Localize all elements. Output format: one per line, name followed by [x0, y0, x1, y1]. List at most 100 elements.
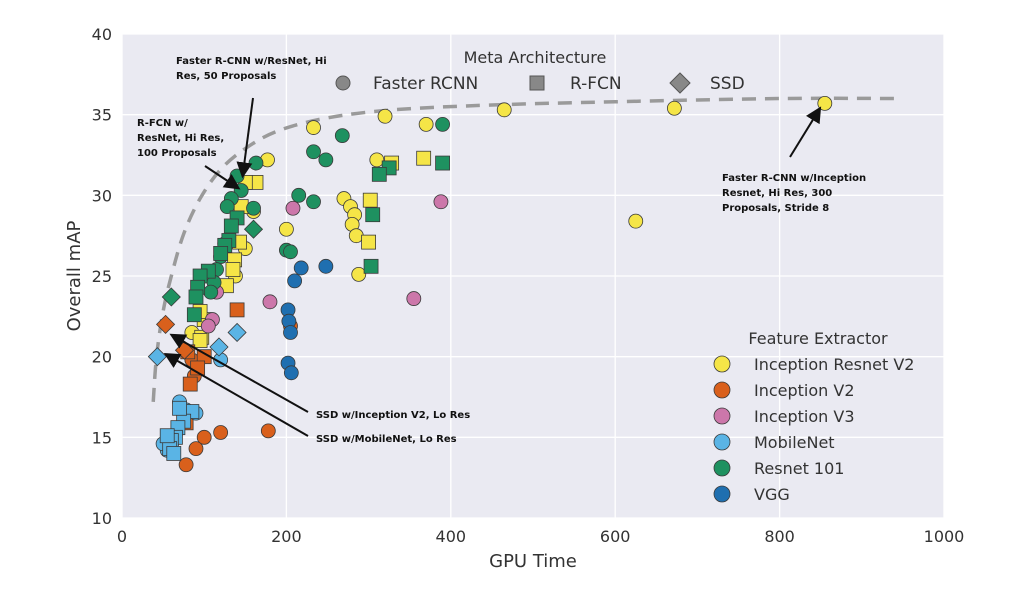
legend-swatch	[713, 485, 731, 503]
data-point	[362, 192, 378, 208]
data-point	[351, 266, 367, 282]
data-point	[248, 155, 264, 171]
data-point	[369, 152, 385, 168]
data-point	[182, 376, 198, 392]
meta-legend-label-r-fcn: R-FCN	[570, 74, 622, 94]
annotation-text: SSD w/MobileNet, Lo Res	[316, 434, 457, 445]
x-tick-label: 1000	[924, 527, 965, 546]
legend-swatch	[713, 381, 731, 399]
data-point	[283, 365, 299, 381]
data-point	[209, 337, 229, 357]
meta-architecture-legend: Meta Architecture Faster RCNN R-FCN SSD	[335, 48, 745, 94]
y-tick-label: 20	[92, 348, 112, 367]
data-point	[416, 150, 432, 166]
legend-swatch	[713, 407, 731, 425]
data-point	[229, 302, 245, 318]
data-point	[306, 120, 321, 135]
frontier-curve-layer	[151, 96, 903, 402]
annotation-arrow	[169, 333, 309, 413]
y-tick-label: 10	[92, 509, 112, 528]
annotation-text: Faster R-CNN w/ResNet, Hi Res, 50 Proposa…	[176, 56, 327, 82]
y-axis-title: Overall mAP	[64, 220, 85, 331]
data-point	[188, 441, 204, 457]
legend-label: VGG	[754, 485, 790, 504]
data-point	[223, 218, 239, 234]
y-tick-label: 15	[92, 428, 112, 447]
data-point	[361, 234, 377, 250]
legend-label: Resnet 101	[754, 459, 844, 478]
annotation-arrow	[163, 353, 309, 437]
data-point	[159, 428, 175, 444]
fe-legend-title: Feature Extractor	[748, 329, 888, 348]
data-point	[278, 221, 294, 237]
data-point	[283, 325, 298, 340]
x-tick-label: 600	[600, 527, 631, 546]
legend-label: MobileNet	[754, 433, 835, 452]
legend-swatch	[713, 459, 731, 477]
data-point	[306, 144, 321, 160]
data-point	[243, 219, 264, 239]
data-point	[262, 294, 278, 310]
data-point	[219, 199, 235, 215]
data-point	[192, 333, 208, 348]
annotation-text: Faster R-CNN w/Inception Resnet, Hi Res, …	[722, 173, 866, 214]
data-point	[260, 423, 276, 439]
pareto-frontier-curve	[151, 96, 903, 402]
y-tick-label: 40	[92, 25, 112, 44]
annotations-layer: Faster R-CNN w/ResNet, Hi Res, 50 Proposa…	[137, 56, 866, 445]
feature-extractor-legend: Feature Extractor Inception Resnet V2 Inc…	[713, 329, 914, 504]
data-point	[318, 258, 334, 274]
data-point	[283, 244, 298, 260]
meta-legend-diamond-marker	[669, 72, 691, 94]
data-point	[166, 446, 182, 461]
data-point	[291, 187, 307, 203]
tick-labels-layer: 0 200 400 600 800 1000 10 15 20 25 30 35 40	[92, 25, 965, 546]
data-point	[318, 152, 334, 168]
data-point	[433, 194, 449, 210]
annotation-arrow	[204, 165, 241, 190]
annotation-arrow	[789, 106, 822, 158]
data-point	[435, 155, 450, 171]
data-point	[229, 168, 245, 184]
y-tick-label: 25	[92, 267, 112, 286]
data-point	[817, 95, 833, 111]
legend-label: Inception V3	[754, 407, 855, 426]
data-point	[213, 425, 229, 440]
data-point	[186, 307, 202, 323]
data-point	[371, 166, 387, 182]
data-point	[363, 258, 379, 274]
data-point	[666, 100, 682, 116]
meta-legend-square-marker	[529, 75, 545, 91]
legend-label: Inception V2	[754, 381, 855, 400]
data-point	[365, 207, 381, 223]
data-point	[172, 400, 187, 416]
data-point	[203, 284, 219, 300]
legend-label: Inception Resnet V2	[754, 355, 914, 374]
data-point	[377, 108, 393, 124]
annotation-text: R-FCN w/ResNet, Hi Res, 100 Proposals	[137, 118, 224, 159]
data-point	[227, 322, 247, 343]
data-point	[188, 289, 204, 305]
y-tick-label: 35	[92, 106, 112, 125]
data-point	[147, 347, 167, 367]
meta-legend-label-ssd: SSD	[710, 74, 745, 94]
data-point	[156, 314, 176, 334]
scatter-points-layer	[147, 95, 833, 473]
data-point	[418, 116, 434, 132]
data-point	[287, 273, 303, 289]
data-point	[496, 102, 512, 118]
legend-swatch	[713, 355, 731, 373]
data-point	[285, 200, 301, 216]
data-point	[334, 128, 350, 144]
x-axis-title: GPU Time	[489, 551, 577, 572]
x-tick-label: 400	[436, 527, 467, 546]
annotation-arrow	[236, 97, 254, 179]
data-point	[161, 287, 181, 307]
data-point	[196, 429, 212, 445]
meta-legend-circle-marker	[335, 75, 351, 91]
data-point	[200, 318, 216, 334]
data-point	[406, 291, 422, 306]
data-point	[225, 262, 241, 277]
x-tick-label: 800	[764, 527, 795, 546]
data-point	[213, 246, 229, 261]
